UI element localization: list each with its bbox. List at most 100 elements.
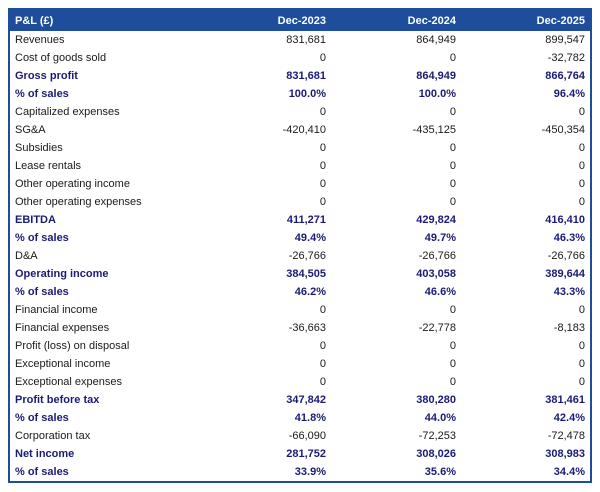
column-header-dec-2025: Dec-2025 <box>461 9 591 31</box>
row-value: 0 <box>201 157 331 175</box>
table-row: Exceptional income 0 0 0 <box>9 355 591 373</box>
row-value: 899,547 <box>461 31 591 49</box>
row-value: 33.9% <box>201 463 331 482</box>
row-value: 0 <box>201 337 331 355</box>
row-value: 43.3% <box>461 283 591 301</box>
row-value: 0 <box>201 193 331 211</box>
row-label: Net income <box>9 445 201 463</box>
row-label: Other operating income <box>9 175 201 193</box>
row-value: 100.0% <box>331 85 461 103</box>
table-row: % of sales 41.8% 44.0% 42.4% <box>9 409 591 427</box>
row-value: 0 <box>461 193 591 211</box>
row-value: 866,764 <box>461 67 591 85</box>
row-label: Revenues <box>9 31 201 49</box>
table-row: Other operating expenses 0 0 0 <box>9 193 591 211</box>
row-label: Other operating expenses <box>9 193 201 211</box>
row-label: % of sales <box>9 463 201 482</box>
row-value: -420,410 <box>201 121 331 139</box>
row-value: -66,090 <box>201 427 331 445</box>
row-value: 347,842 <box>201 391 331 409</box>
row-value: 100.0% <box>201 85 331 103</box>
row-value: 308,026 <box>331 445 461 463</box>
row-value: -32,782 <box>461 49 591 67</box>
column-header-dec-2023: Dec-2023 <box>201 9 331 31</box>
row-value: 864,949 <box>331 67 461 85</box>
row-label: Cost of goods sold <box>9 49 201 67</box>
table-row: % of sales 49.4% 49.7% 46.3% <box>9 229 591 247</box>
row-label: Gross profit <box>9 67 201 85</box>
row-value: 0 <box>461 103 591 121</box>
row-value: -450,354 <box>461 121 591 139</box>
table-row: Financial income 0 0 0 <box>9 301 591 319</box>
table-row: D&A -26,766 -26,766 -26,766 <box>9 247 591 265</box>
row-value: 41.8% <box>201 409 331 427</box>
table-row: % of sales 46.2% 46.6% 43.3% <box>9 283 591 301</box>
table-row: Exceptional expenses 0 0 0 <box>9 373 591 391</box>
row-value: 46.2% <box>201 283 331 301</box>
row-value: 0 <box>331 337 461 355</box>
row-value: 49.7% <box>331 229 461 247</box>
row-value: 0 <box>201 139 331 157</box>
row-value: 831,681 <box>201 67 331 85</box>
row-value: -8,183 <box>461 319 591 337</box>
row-value: 0 <box>201 175 331 193</box>
row-value: -26,766 <box>331 247 461 265</box>
row-value: 34.4% <box>461 463 591 482</box>
row-value: 403,058 <box>331 265 461 283</box>
row-label: Operating income <box>9 265 201 283</box>
table-row: Operating income 384,505 403,058 389,644 <box>9 265 591 283</box>
row-value: 44.0% <box>331 409 461 427</box>
row-label: Financial expenses <box>9 319 201 337</box>
table-row: Revenues 831,681 864,949 899,547 <box>9 31 591 49</box>
column-header-dec-2024: Dec-2024 <box>331 9 461 31</box>
row-label: % of sales <box>9 409 201 427</box>
table-row: Subsidies 0 0 0 <box>9 139 591 157</box>
row-value: 0 <box>331 103 461 121</box>
row-value: 429,824 <box>331 211 461 229</box>
table-row: % of sales 100.0% 100.0% 96.4% <box>9 85 591 103</box>
row-label: D&A <box>9 247 201 265</box>
table-row: Profit (loss) on disposal 0 0 0 <box>9 337 591 355</box>
table-header-row: P&L (£) Dec-2023 Dec-2024 Dec-2025 <box>9 9 591 31</box>
row-value: 0 <box>461 373 591 391</box>
table-row: SG&A -420,410 -435,125 -450,354 <box>9 121 591 139</box>
row-label: % of sales <box>9 283 201 301</box>
table-row: EBITDA 411,271 429,824 416,410 <box>9 211 591 229</box>
table-body: Revenues 831,681 864,949 899,547 Cost of goo… <box>9 31 591 482</box>
row-value: -72,253 <box>331 427 461 445</box>
row-label: Capitalized expenses <box>9 103 201 121</box>
pnl-table: P&L (£) Dec-2023 Dec-2024 Dec-2025 Reven… <box>8 8 592 483</box>
row-value: 46.6% <box>331 283 461 301</box>
row-value: 0 <box>461 157 591 175</box>
row-label: % of sales <box>9 229 201 247</box>
row-value: 411,271 <box>201 211 331 229</box>
row-value: 0 <box>201 49 331 67</box>
row-value: 0 <box>201 355 331 373</box>
row-label: Lease rentals <box>9 157 201 175</box>
row-value: -26,766 <box>461 247 591 265</box>
row-value: 42.4% <box>461 409 591 427</box>
row-value: 49.4% <box>201 229 331 247</box>
row-value: 35.6% <box>331 463 461 482</box>
row-label: Corporation tax <box>9 427 201 445</box>
row-label: Exceptional income <box>9 355 201 373</box>
row-value: 0 <box>461 139 591 157</box>
row-value: 831,681 <box>201 31 331 49</box>
table-row: Lease rentals 0 0 0 <box>9 157 591 175</box>
table-row: % of sales 33.9% 35.6% 34.4% <box>9 463 591 482</box>
table-row: Cost of goods sold 0 0 -32,782 <box>9 49 591 67</box>
row-value: 0 <box>331 301 461 319</box>
row-label: EBITDA <box>9 211 201 229</box>
row-value: 0 <box>461 337 591 355</box>
row-value: 0 <box>331 157 461 175</box>
row-value: 0 <box>461 301 591 319</box>
row-label: Profit (loss) on disposal <box>9 337 201 355</box>
row-value: 0 <box>331 139 461 157</box>
table-title: P&L (£) <box>9 9 201 31</box>
table-row: Capitalized expenses 0 0 0 <box>9 103 591 121</box>
row-label: Profit before tax <box>9 391 201 409</box>
row-value: 864,949 <box>331 31 461 49</box>
row-label: Financial income <box>9 301 201 319</box>
row-value: 0 <box>201 373 331 391</box>
